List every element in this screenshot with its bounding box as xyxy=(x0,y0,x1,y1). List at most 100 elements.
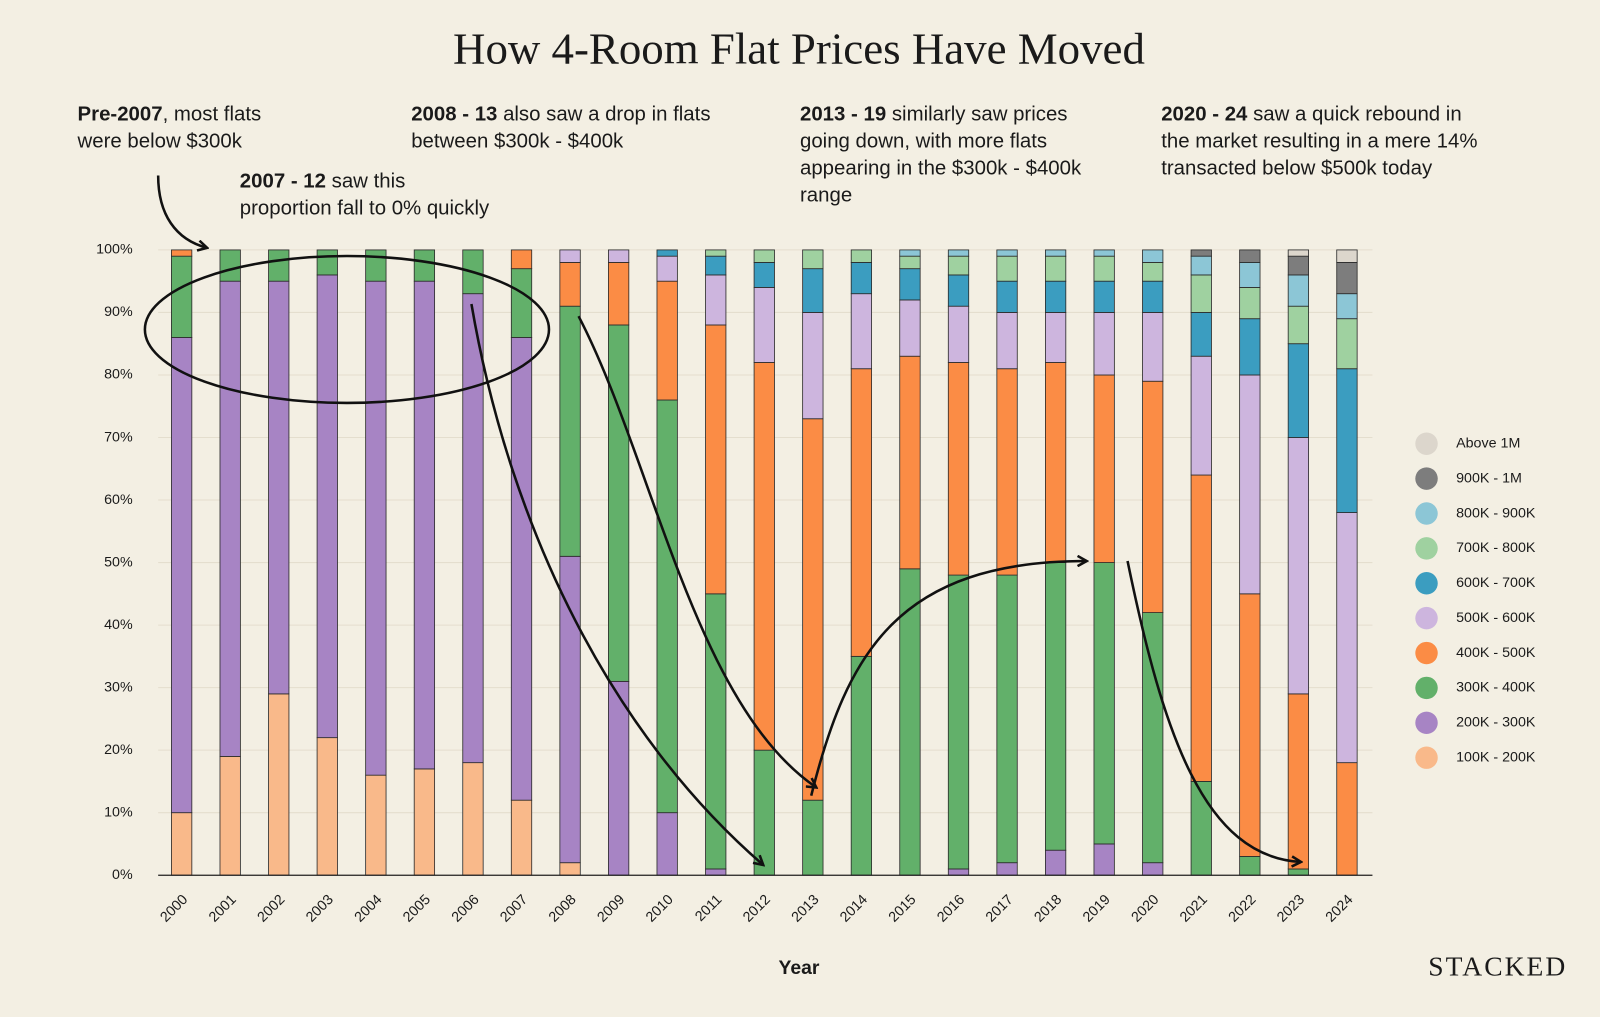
bar-segment xyxy=(1142,312,1164,382)
annotation-text: also saw a drop in flats xyxy=(497,103,710,125)
bar-segment xyxy=(413,249,436,282)
bar-segment xyxy=(753,249,775,263)
bar-segment xyxy=(1190,781,1212,876)
bar-segment xyxy=(1045,312,1067,363)
bar-segment xyxy=(1142,862,1164,876)
annotation-bold: 2013 - 19 xyxy=(800,103,886,125)
y-tick-label: 10% xyxy=(104,804,133,820)
bar-segment xyxy=(656,280,678,401)
bar-segment xyxy=(1239,318,1261,376)
bar-segment xyxy=(1287,868,1309,876)
annotation-bold: 2020 - 24 xyxy=(1161,103,1248,125)
bar-segment xyxy=(996,862,1018,876)
bar-segment xyxy=(1093,249,1115,257)
plot-area: 0%10%20%30%40%50%60%70%80%90%100%2000 200… xyxy=(96,242,1373,926)
annotations: Pre-2007, most flats were below $300k 2007… xyxy=(77,103,1478,219)
y-tick-label: 30% xyxy=(104,679,133,695)
bar-segment xyxy=(268,249,290,282)
annotation-text: going down, with more flats xyxy=(800,130,1047,152)
legend-swatch xyxy=(1415,432,1438,455)
bar-segment xyxy=(219,755,241,876)
bar-segment xyxy=(559,555,581,864)
bar-segment xyxy=(219,249,241,282)
bar-segment xyxy=(802,249,824,270)
legend-swatch xyxy=(1415,502,1438,525)
bar-segment xyxy=(1093,374,1115,563)
bar-segment xyxy=(559,862,581,876)
legend-swatch xyxy=(1415,467,1438,490)
bar-segment xyxy=(656,812,678,876)
annotation-bold: 2008 - 13 xyxy=(411,103,497,125)
legend-swatch xyxy=(1415,676,1438,700)
bar-segment xyxy=(1287,305,1309,345)
y-tick-label: 40% xyxy=(104,617,133,633)
legend: 100K - 200K 200K - 300K 300K - 400K 400K - … xyxy=(1415,432,1536,769)
annotation-text: range xyxy=(800,184,852,206)
legend-label: 800K - 900K xyxy=(1456,505,1536,521)
bar-segment xyxy=(656,249,678,257)
bar-segment xyxy=(1239,593,1261,857)
bar-segment xyxy=(1287,249,1309,257)
legend-label: 100K - 200K xyxy=(1456,749,1536,765)
bar-segment xyxy=(1287,255,1309,276)
bar-segment xyxy=(1239,262,1261,288)
annotation-text: the market resulting in a mere 14% xyxy=(1161,130,1477,152)
y-tick-label: 60% xyxy=(104,492,133,508)
y-tick-label: 100% xyxy=(96,242,133,258)
y-tick-label: 70% xyxy=(104,429,133,445)
annotation: 2013 - 19 similarly saw prices going down… xyxy=(800,103,1082,206)
arrow xyxy=(1126,560,1301,862)
bar-segment xyxy=(1336,318,1358,370)
annotation-bold: 2007 - 12 xyxy=(240,171,326,193)
bar-segment xyxy=(705,324,727,595)
bar-segment xyxy=(705,255,727,276)
bar-segment xyxy=(1190,474,1212,782)
bar-segment xyxy=(1287,437,1309,695)
legend-swatch xyxy=(1415,606,1438,630)
bar-segment xyxy=(802,418,824,801)
bar-segment xyxy=(850,293,873,370)
bar-segment xyxy=(899,268,921,301)
bar-segment xyxy=(1190,255,1212,276)
bar-segment xyxy=(996,249,1018,257)
bar-segment xyxy=(316,249,338,276)
bar-segment xyxy=(462,293,484,764)
bar-segment xyxy=(1336,293,1358,320)
legend-swatch xyxy=(1415,746,1438,769)
bar-segment xyxy=(753,749,775,876)
bar-segment xyxy=(1142,249,1164,263)
legend-swatch xyxy=(1415,641,1438,665)
arrows xyxy=(143,175,1301,865)
bar-segment xyxy=(996,368,1018,576)
annotation: Pre-2007, most flats were below $300k xyxy=(77,103,262,152)
annotation-text: saw a quick rebound in xyxy=(1247,103,1461,125)
bar-segment xyxy=(802,268,824,313)
bar-segment xyxy=(1287,693,1309,870)
bar-segment xyxy=(171,337,193,814)
bar-segment xyxy=(802,799,824,876)
highlight-ellipse xyxy=(143,254,551,405)
bar-segment xyxy=(1336,262,1358,295)
bar-segment xyxy=(850,655,873,876)
bar-segment xyxy=(1190,312,1212,357)
bar-segment xyxy=(559,305,581,557)
bar-segment xyxy=(1142,262,1164,282)
bar-segment xyxy=(1093,280,1115,313)
legend-swatch xyxy=(1415,711,1438,735)
bar-segment xyxy=(365,249,387,282)
bar-segment xyxy=(1190,274,1212,313)
bar-segment xyxy=(1239,856,1261,876)
bar-segment xyxy=(268,280,290,695)
bar-segment xyxy=(947,255,970,276)
annotation-text: appearing in the $300k - $400k xyxy=(800,157,1082,179)
bar-segment xyxy=(1045,849,1067,876)
bar-segment xyxy=(705,274,727,326)
bar-segment xyxy=(850,262,873,295)
bar-segment xyxy=(413,768,436,876)
bar-segment xyxy=(608,324,630,682)
bar-segment xyxy=(171,249,193,257)
bar-segment xyxy=(510,337,533,801)
bar-segment xyxy=(1190,355,1212,476)
bar-segment xyxy=(510,799,533,876)
annotation-text: between $300k - $400k xyxy=(411,130,624,152)
